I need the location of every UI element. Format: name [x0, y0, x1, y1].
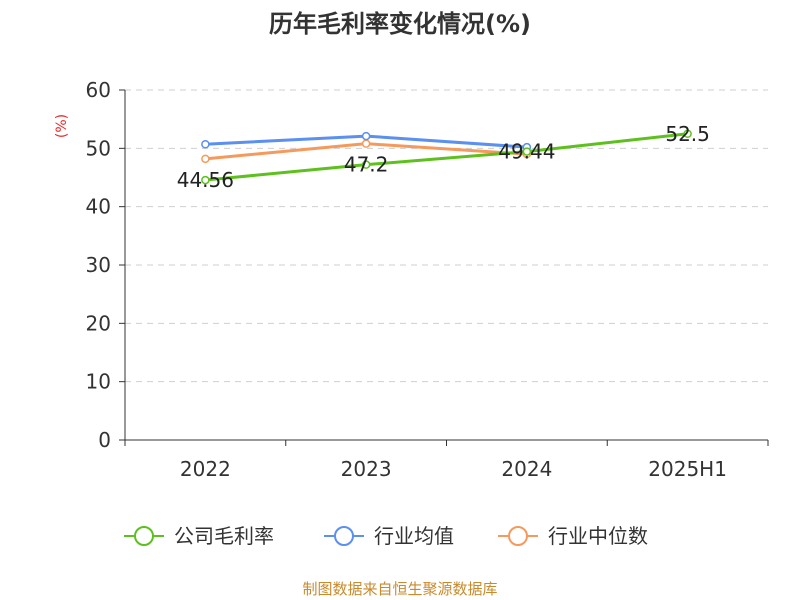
legend-label: 行业中位数 [548, 524, 648, 548]
x-tick-label: 2024 [501, 457, 552, 481]
y-axis-unit: (%) [54, 114, 70, 138]
data-label: 47.2 [344, 153, 389, 177]
data-label: 44.56 [177, 168, 234, 192]
y-tick-label: 60 [86, 78, 111, 102]
legend-marker [334, 526, 354, 546]
series-2 [201, 131, 532, 152]
source-note: 制图数据来自恒生聚源数据库 [302, 580, 497, 598]
data-point [361, 139, 371, 148]
legend-item: 行业中位数 [498, 524, 648, 548]
axes: 0 10 20 30 40 50 60 2022 2023 2024 2025H1 [86, 78, 769, 481]
x-tick-label: 2022 [180, 457, 231, 481]
legend-label: 行业均值 [374, 524, 454, 548]
data-label: 52.5 [665, 122, 710, 146]
series-1 [201, 129, 692, 185]
y-tick-label: 30 [86, 253, 111, 277]
legend: 公司毛利率 行业均值 行业中位数 [124, 524, 648, 548]
y-tick-label: 0 [98, 428, 111, 452]
data-point [522, 147, 532, 156]
data-point [683, 129, 692, 138]
y-tick-label: 50 [86, 136, 111, 160]
data-point [201, 175, 210, 185]
legend-marker [134, 526, 154, 546]
y-tick-label: 10 [86, 370, 111, 394]
data-point [201, 140, 210, 149]
chart-title: 历年毛利率变化情况(%) [269, 10, 531, 38]
data-label: 49.44 [498, 140, 555, 164]
data-point [361, 131, 371, 141]
series-line [205, 132, 688, 182]
series-layer [201, 129, 692, 185]
x-tick-label: 2025H1 [648, 457, 727, 481]
data-labels: 44.56 47.2 49.44 52.5 [177, 122, 710, 192]
legend-item: 公司毛利率 [124, 524, 274, 548]
y-tick-label: 40 [86, 195, 111, 219]
legend-item: 行业均值 [324, 524, 454, 548]
legend-marker [508, 526, 528, 546]
y-tick-label: 20 [86, 311, 111, 335]
data-point [201, 154, 210, 164]
x-tick-label: 2023 [341, 457, 392, 481]
data-point [361, 160, 371, 169]
legend-label: 公司毛利率 [174, 524, 274, 548]
